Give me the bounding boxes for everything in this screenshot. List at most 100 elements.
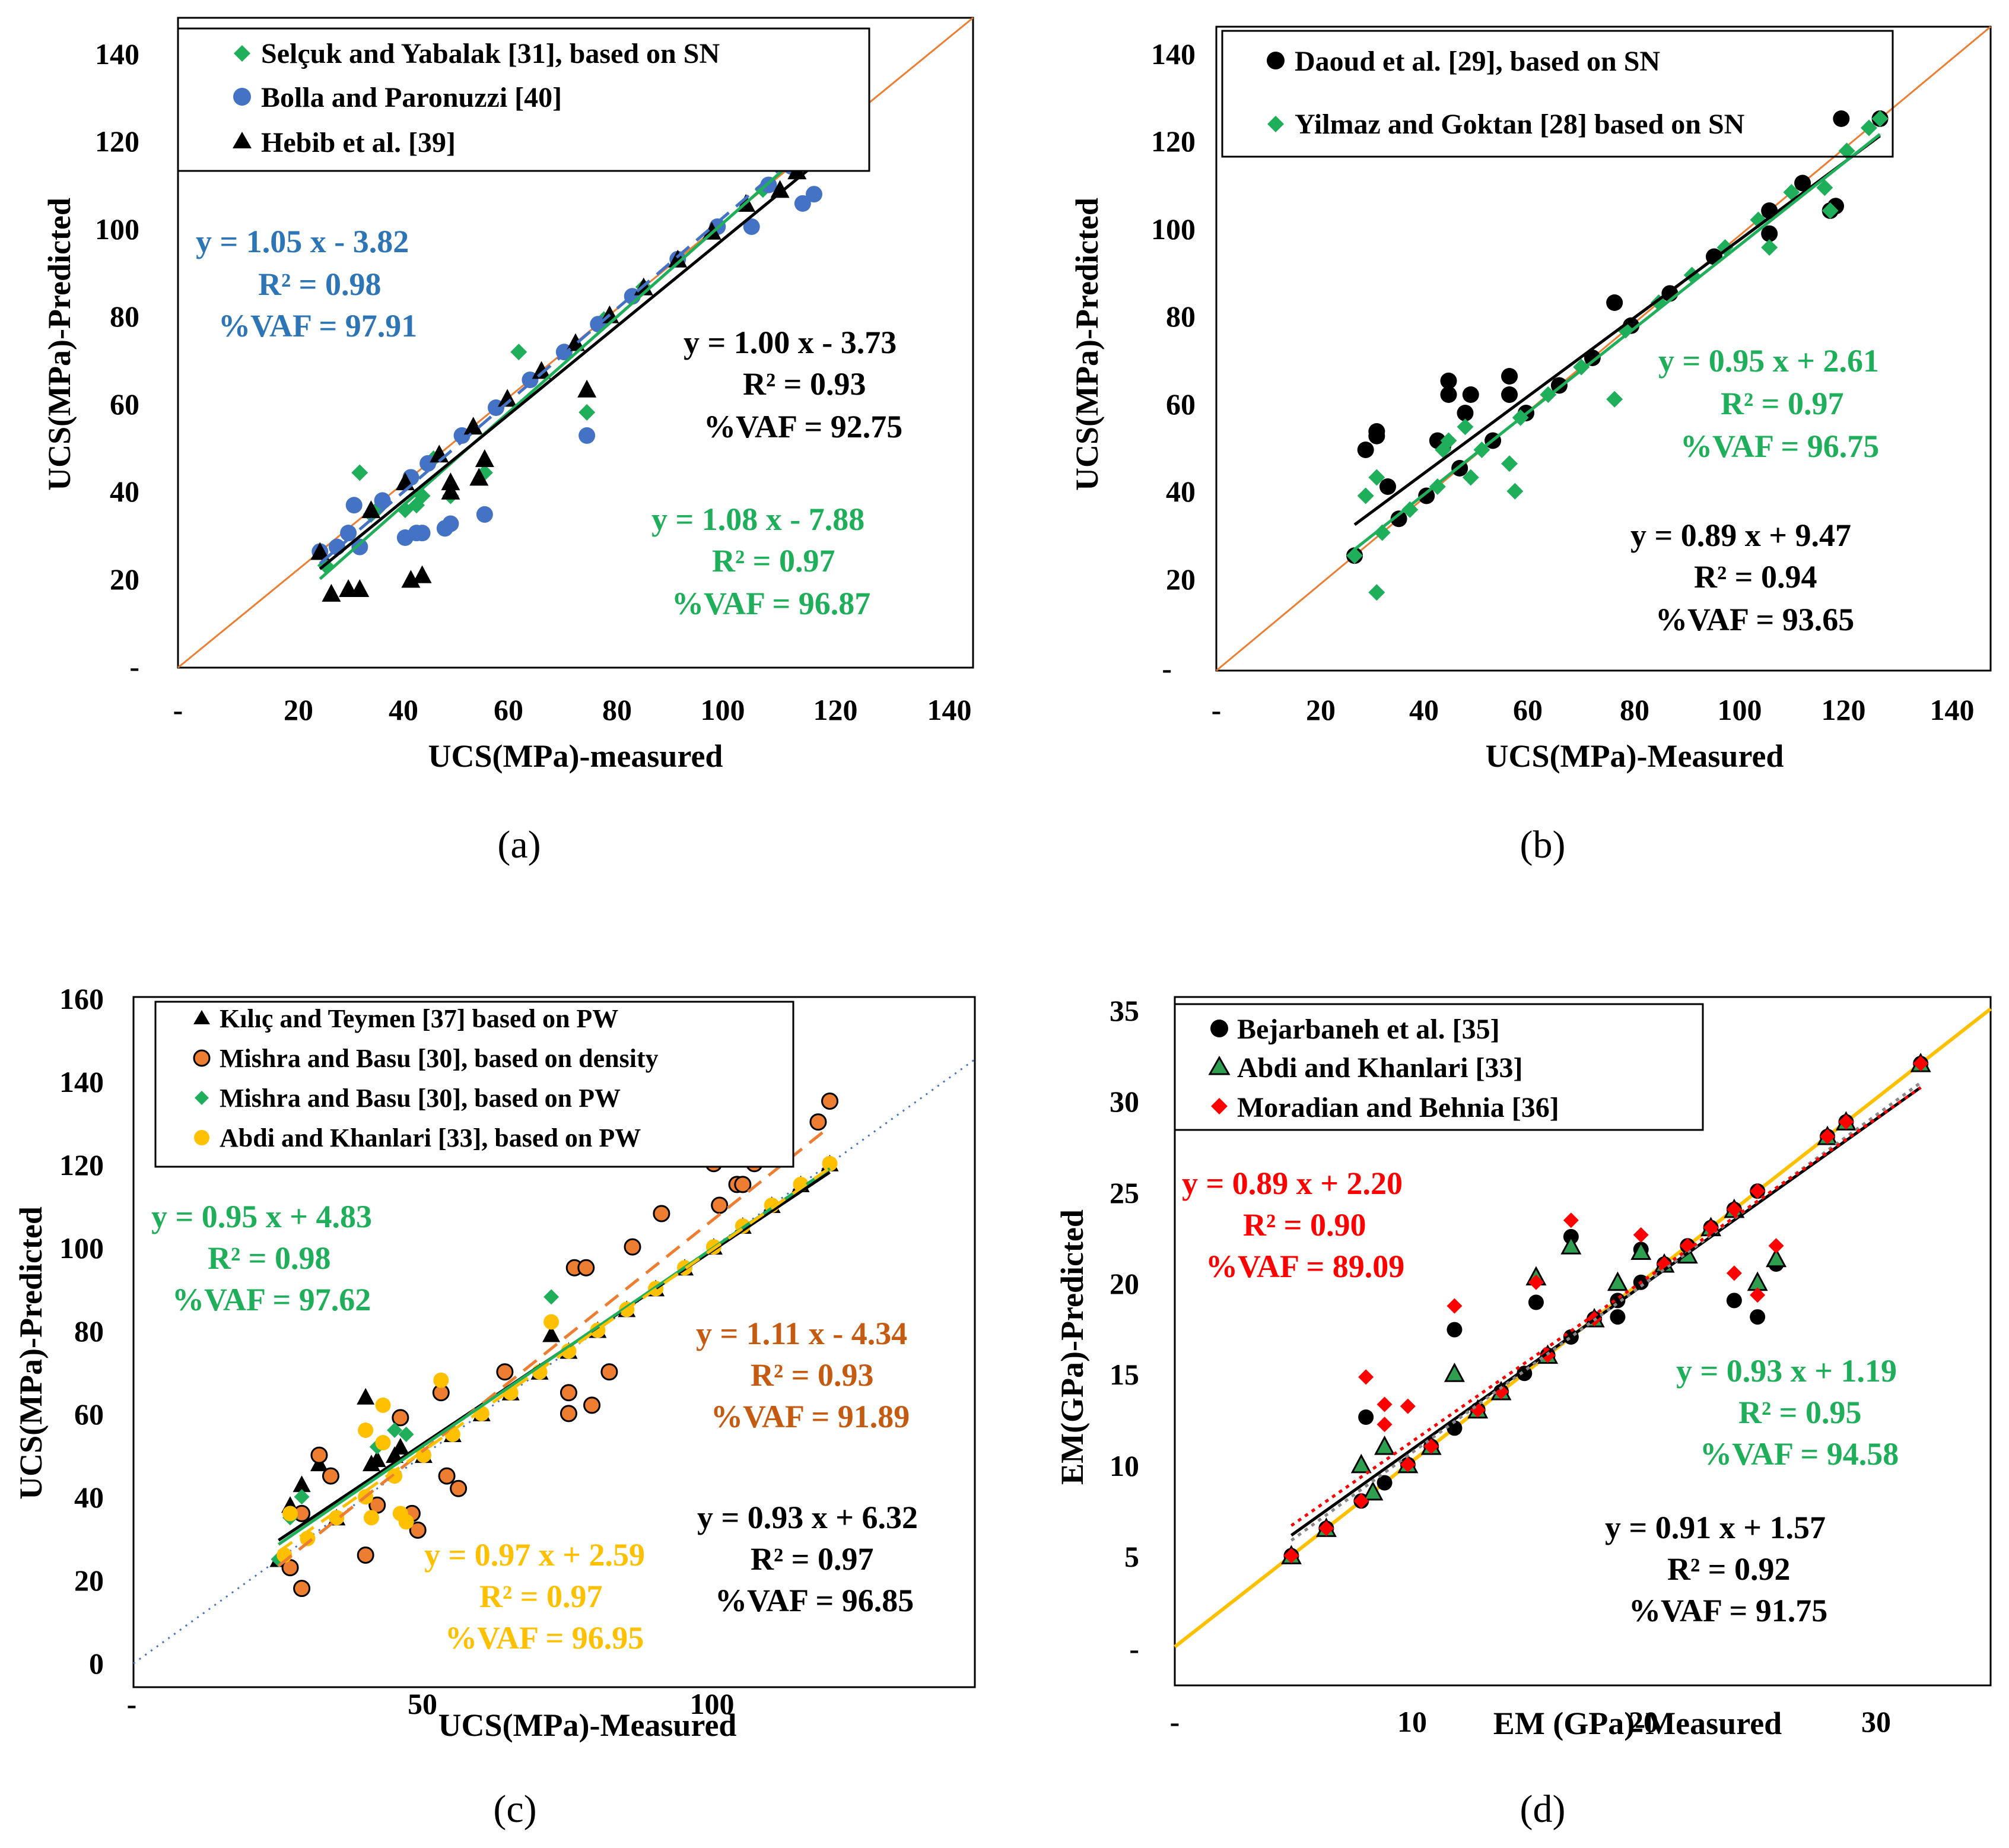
- tick-label: 15: [1110, 1358, 1139, 1391]
- panel-d-caption: (d): [1520, 1787, 1566, 1831]
- tick-label: 20: [1166, 563, 1196, 596]
- tick-label: -: [1162, 652, 1172, 685]
- tick-label: 120: [59, 1148, 104, 1182]
- data-point: [401, 570, 421, 588]
- circle-marker-icon: [193, 1049, 211, 1067]
- diamond-marker-icon: [1267, 116, 1284, 132]
- data-point: [1606, 294, 1623, 311]
- data-point: [310, 542, 330, 560]
- data-point: [1750, 1287, 1766, 1303]
- data-point: [361, 500, 381, 519]
- data-point: [1357, 487, 1374, 504]
- data-point: [1633, 1227, 1649, 1243]
- tick-label: 40: [74, 1481, 104, 1514]
- tick-label: 60: [74, 1398, 104, 1431]
- equation-line: %VAF = 96.75: [1680, 428, 1879, 464]
- data-point: [770, 180, 790, 198]
- tick-label: 100: [701, 693, 745, 726]
- tick-label: 120: [813, 693, 858, 726]
- data-point: [1528, 1274, 1544, 1290]
- data-point: [1283, 1548, 1299, 1564]
- data-point: [442, 515, 459, 532]
- data-point: [624, 1238, 641, 1256]
- data-point: [1418, 487, 1435, 504]
- panel-c-y-axis-label: UCS(MPa)-Predicted: [13, 1206, 49, 1500]
- data-point: [1501, 368, 1518, 385]
- equation-line: R² = 0.92: [1667, 1551, 1790, 1587]
- data-point: [398, 1514, 414, 1530]
- data-point: [1610, 1309, 1626, 1325]
- legend-label: Abdi and Khanlari [33]: [1237, 1052, 1522, 1084]
- legend-entry: Moradian and Behnia [36]: [1211, 1092, 1559, 1123]
- equation-line: y = 0.95 x + 4.83: [151, 1199, 372, 1234]
- tick-label: 120: [1151, 125, 1196, 158]
- tick-label: 60: [494, 693, 523, 726]
- equation-line: R² = 0.90: [1243, 1207, 1366, 1243]
- equation-line: %VAF = 97.91: [218, 308, 417, 344]
- equation-line: R² = 0.98: [208, 1240, 330, 1276]
- panel-c: - 50 100 0 20 40 60 80 100 120 140 160 U…: [13, 982, 976, 1831]
- equation-line: R² = 0.97: [479, 1579, 602, 1614]
- equation-line: R² = 0.95: [1738, 1395, 1861, 1430]
- data-point: [1462, 469, 1479, 486]
- data-point: [1440, 432, 1457, 449]
- tick-label: 100: [690, 1687, 735, 1720]
- tick-label: 20: [1629, 1705, 1658, 1738]
- data-point: [441, 472, 460, 491]
- diamond-marker-icon: [234, 45, 250, 62]
- equation-line: y = 0.93 x + 1.19: [1676, 1353, 1897, 1389]
- panel-a-x-ticks: - 20 40 60 80 100 120 140: [173, 693, 972, 726]
- legend-entry: Bejarbaneh et al. [35]: [1210, 1014, 1500, 1045]
- legend-entry: Yilmaz and Goktan [28] based on SN: [1267, 109, 1745, 140]
- data-point: [543, 1289, 560, 1305]
- data-point: [345, 497, 363, 514]
- tick-label: 40: [1409, 693, 1439, 726]
- data-point: [1607, 1271, 1628, 1291]
- data-point: [1573, 358, 1590, 376]
- legend-entry: Hebib et al. [39]: [233, 127, 456, 158]
- data-point: [357, 1387, 375, 1405]
- data-point: [1506, 482, 1524, 500]
- data-point: [821, 1092, 839, 1110]
- data-point: [441, 481, 460, 500]
- data-point: [475, 449, 494, 468]
- data-point: [398, 1426, 414, 1442]
- data-point: [1362, 1481, 1384, 1501]
- panel-c-equation-black: y = 0.93 x + 6.32 R² = 0.97 %VAF = 96.85: [697, 1500, 918, 1618]
- data-point: [1726, 1293, 1742, 1309]
- data-point: [1462, 386, 1479, 403]
- legend-label: Yilmaz and Goktan [28] based on SN: [1295, 109, 1745, 140]
- data-point: [560, 1405, 577, 1422]
- equation-line: y = 0.89 x + 2.20: [1182, 1166, 1403, 1201]
- equation-line: R² = 0.97: [751, 1541, 873, 1577]
- data-point: [469, 468, 489, 486]
- legend-entry: Selçuk and Yabalak [31], based on SN: [234, 38, 720, 69]
- tick-label: 20: [1306, 693, 1336, 726]
- equation-line: %VAF = 93.65: [1655, 602, 1854, 637]
- data-point: [1318, 1520, 1334, 1536]
- equation-line: %VAF = 96.95: [445, 1620, 644, 1656]
- data-point: [1440, 372, 1457, 389]
- data-point: [412, 565, 432, 583]
- panel-b-plot-area: [1216, 26, 1991, 672]
- equation-line: y = 0.95 x + 2.61: [1658, 343, 1879, 379]
- equation-line: %VAF = 89.09: [1206, 1249, 1404, 1284]
- data-point: [1447, 1420, 1463, 1436]
- panel-c-y-ticks: 0 20 40 60 80 100 120 140 160: [59, 982, 104, 1680]
- panel-c-caption: (c): [493, 1787, 536, 1831]
- panel-d-legend: [1174, 1003, 1704, 1131]
- data-point: [1726, 1201, 1742, 1217]
- data-point: [600, 1363, 618, 1381]
- tick-label: 140: [95, 37, 139, 71]
- data-point: [1750, 1309, 1766, 1325]
- tick-label: 60: [1166, 388, 1196, 421]
- data-point: [1400, 1398, 1416, 1414]
- data-point: [1606, 390, 1623, 408]
- panel-b-equation-black: y = 0.89 x + 9.47 R² = 0.94 %VAF = 93.65: [1630, 517, 1854, 637]
- data-point: [577, 1259, 595, 1277]
- data-point: [668, 249, 688, 268]
- data-point: [476, 506, 493, 523]
- tick-label: 100: [1718, 693, 1762, 726]
- panel-a-equation-black: y = 1.00 x - 3.73 R² = 0.93 %VAF = 92.75: [684, 325, 902, 444]
